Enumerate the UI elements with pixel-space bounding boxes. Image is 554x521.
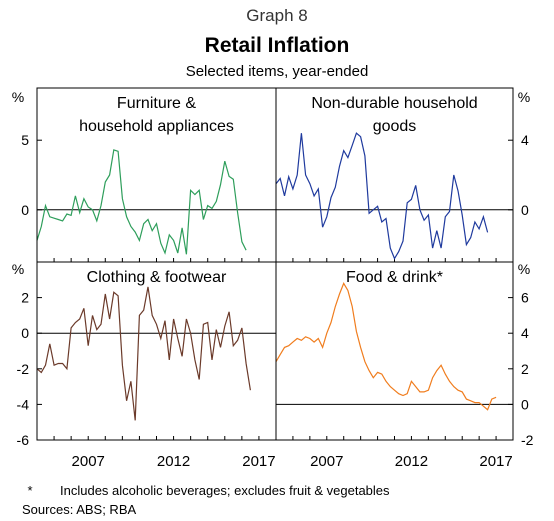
series-line xyxy=(36,149,247,255)
y-tick-label: 4 xyxy=(521,132,529,148)
x-tick-label: 2017 xyxy=(479,453,512,470)
x-tick-label: 2007 xyxy=(72,453,105,470)
y-tick-label: 6 xyxy=(521,290,529,306)
panel-3: -6 -4 -2 0 2 Clothing & footwear xyxy=(17,269,276,448)
series-line xyxy=(275,132,489,260)
x-tick-label: 2012 xyxy=(157,453,190,470)
footnote-marker: * xyxy=(27,483,32,498)
chart-title: Retail Inflation xyxy=(205,34,350,57)
y-tick-label: 0 xyxy=(521,202,529,218)
panel-title: Food & drink* xyxy=(346,269,443,286)
y-tick-label: -2 xyxy=(521,432,534,448)
y-tick-label: 0 xyxy=(21,202,29,218)
unit-label-bottom-right: % xyxy=(518,261,530,277)
panel-title: goods xyxy=(373,118,417,135)
x-tick-label: 2017 xyxy=(242,453,275,470)
y-tick-label: 0 xyxy=(21,325,29,341)
series-line xyxy=(275,282,497,411)
series-line xyxy=(36,286,251,421)
x-tick-label: 2007 xyxy=(310,453,343,470)
panel-title: Clothing & footwear xyxy=(87,269,227,286)
unit-label-top-right: % xyxy=(518,89,530,105)
x-tick-label: 2012 xyxy=(395,453,428,470)
chart-panels: 0 5 Furniture & household appliances 0 4 Non-d… xyxy=(17,87,534,470)
y-tick-label: 2 xyxy=(521,361,529,377)
y-tick-label: 5 xyxy=(21,132,29,148)
y-tick-label: -2 xyxy=(17,361,30,377)
chart-subtitle: Selected items, year-ended xyxy=(186,63,369,80)
unit-label-top-left: % xyxy=(12,89,24,105)
panel-title: Non-durable household xyxy=(311,95,477,112)
footnote-text: Includes alcoholic beverages; excludes f… xyxy=(60,483,390,498)
panel-4: -2 0 2 4 6 Food & drink* xyxy=(275,269,534,448)
y-tick-label: -4 xyxy=(17,396,30,412)
panel-title: Furniture & xyxy=(117,95,196,112)
panel-2: 0 4 Non-durable household goods xyxy=(275,95,529,262)
panel-title: household appliances xyxy=(79,118,234,135)
y-tick-label: 2 xyxy=(21,290,29,306)
panel-1: 0 5 Furniture & household appliances xyxy=(21,95,276,262)
sources-text: Sources: ABS; RBA xyxy=(22,502,136,517)
y-tick-label: 0 xyxy=(521,396,529,412)
unit-label-bottom-left: % xyxy=(12,261,24,277)
plot-frame xyxy=(36,87,514,441)
y-tick-label: -6 xyxy=(17,432,30,448)
y-tick-label: 4 xyxy=(521,325,529,341)
graph-number: Graph 8 xyxy=(246,6,307,25)
